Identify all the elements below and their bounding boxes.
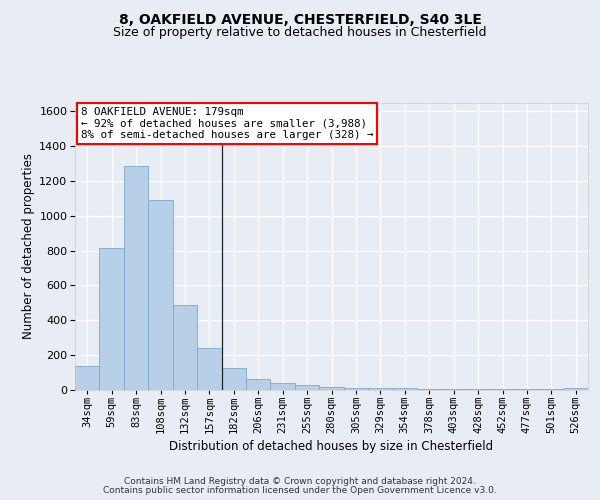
Bar bbox=[466, 389, 490, 390]
Bar bbox=[442, 389, 466, 390]
Bar bbox=[271, 383, 295, 390]
Bar bbox=[515, 389, 539, 390]
Text: Contains HM Land Registry data © Crown copyright and database right 2024.: Contains HM Land Registry data © Crown c… bbox=[124, 477, 476, 486]
Bar bbox=[490, 389, 515, 390]
Bar bbox=[75, 366, 100, 390]
Text: 8 OAKFIELD AVENUE: 179sqm
← 92% of detached houses are smaller (3,988)
8% of sem: 8 OAKFIELD AVENUE: 179sqm ← 92% of detac… bbox=[81, 107, 374, 140]
Bar bbox=[392, 388, 417, 390]
Bar bbox=[197, 348, 221, 390]
Bar bbox=[295, 386, 319, 390]
Bar bbox=[246, 378, 271, 390]
Bar bbox=[319, 388, 344, 390]
X-axis label: Distribution of detached houses by size in Chesterfield: Distribution of detached houses by size … bbox=[169, 440, 494, 453]
Bar bbox=[344, 388, 368, 390]
Bar bbox=[124, 166, 148, 390]
Bar bbox=[417, 389, 442, 390]
Bar bbox=[148, 200, 173, 390]
Y-axis label: Number of detached properties: Number of detached properties bbox=[22, 153, 35, 340]
Bar bbox=[173, 304, 197, 390]
Bar bbox=[100, 248, 124, 390]
Text: Contains public sector information licensed under the Open Government Licence v3: Contains public sector information licen… bbox=[103, 486, 497, 495]
Bar bbox=[563, 388, 588, 390]
Bar bbox=[368, 388, 392, 390]
Bar bbox=[539, 389, 563, 390]
Bar bbox=[221, 368, 246, 390]
Text: 8, OAKFIELD AVENUE, CHESTERFIELD, S40 3LE: 8, OAKFIELD AVENUE, CHESTERFIELD, S40 3L… bbox=[119, 12, 481, 26]
Text: Size of property relative to detached houses in Chesterfield: Size of property relative to detached ho… bbox=[113, 26, 487, 39]
